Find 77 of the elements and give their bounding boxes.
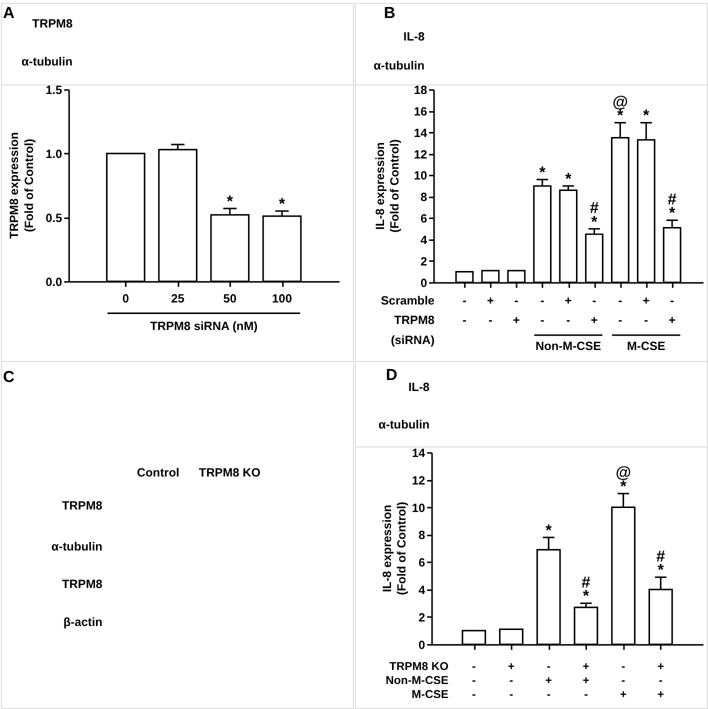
- text: TRPM8: [32, 16, 73, 30]
- y-tick-label: 0: [418, 638, 426, 652]
- text: Non-M-CSE: [536, 339, 602, 354]
- x-axis-title: TRPM8 KO Non-M-CSE M-CSE: [386, 661, 449, 702]
- x-tick-label: + - +: [657, 661, 664, 702]
- text: IL-8: [408, 380, 430, 394]
- y-tick-label: 10: [414, 168, 428, 183]
- y-tick-label: 16: [414, 104, 428, 118]
- text: α-tubulin: [374, 58, 425, 73]
- y-tick-label: 1.0: [46, 146, 63, 161]
- text: β-actin: [63, 614, 102, 629]
- x-axis-title: Scramble TRPM8 (siRNA): [380, 293, 435, 348]
- data-label: *: [546, 522, 553, 540]
- y-tick-label: 2: [418, 610, 426, 624]
- y-tick-label: 6: [420, 212, 428, 226]
- y-tick-label: 1.5: [46, 82, 63, 97]
- y-tick-label: 2: [420, 254, 428, 268]
- x-tick-label: - -: [462, 293, 466, 328]
- y-tick-label: 0: [420, 276, 428, 290]
- text: α-tubulin: [378, 418, 430, 432]
- text: B: [384, 4, 396, 22]
- text: D: [386, 366, 398, 384]
- x-tick-label: 50: [223, 291, 237, 306]
- text: A: [2, 4, 15, 22]
- data-label: @ *: [616, 464, 632, 496]
- y-tick-label: 4: [418, 583, 426, 598]
- text: α-tubulin: [51, 539, 102, 554]
- x-tick-label: - +: [668, 293, 676, 328]
- y-axis-title: IL-8 expression (Fold of Control): [380, 502, 409, 596]
- data-label: *: [643, 108, 650, 125]
- data-label: # *: [668, 191, 677, 222]
- x-tick-label: 25: [171, 291, 185, 306]
- y-tick-label: 4: [420, 233, 428, 248]
- y-tick-label: 0.5: [46, 210, 63, 225]
- text: IL-8: [403, 29, 425, 44]
- y-tick-label: 12: [412, 473, 426, 488]
- x-tick-label: - + -: [545, 661, 552, 702]
- category-label: Control: [136, 465, 180, 480]
- y-tick-label: 18: [414, 82, 428, 97]
- category-label: TRPM8 KO: [198, 465, 261, 480]
- x-axis-title: TRPM8 siRNA (nM): [150, 319, 258, 334]
- text: M-CSE: [626, 339, 666, 354]
- x-tick-label: - - +: [620, 661, 627, 702]
- x-tick-label: 100: [272, 291, 292, 306]
- data-label: @ *: [612, 94, 628, 125]
- x-tick-label: - -: [618, 293, 622, 328]
- y-tick-label: 8: [418, 528, 426, 542]
- y-axis-title: TRPM8 expression (Fold of Control): [6, 132, 36, 239]
- x-tick-label: 0: [122, 291, 130, 306]
- data-label: *: [226, 194, 234, 210]
- x-tick-label: - -: [540, 293, 544, 328]
- text: TRPM8: [62, 577, 103, 592]
- data-label: # *: [582, 574, 591, 606]
- text: α-tubulin: [22, 54, 73, 69]
- y-tick-label: 6: [418, 556, 426, 570]
- x-tick-label: + -: [486, 293, 494, 328]
- y-axis-title: IL-8 expression (Fold of Control): [372, 139, 402, 233]
- y-tick-label: 10: [412, 500, 426, 515]
- x-tick-label: - +: [590, 293, 598, 328]
- y-tick-label: 0.0: [46, 274, 63, 289]
- x-tick-label: - +: [512, 293, 520, 328]
- x-tick-label: + -: [564, 293, 572, 328]
- x-tick-label: - - -: [472, 661, 476, 702]
- data-label: *: [539, 164, 546, 182]
- data-label: # *: [590, 200, 599, 231]
- y-tick-label: 14: [412, 446, 426, 460]
- y-tick-label: 12: [414, 147, 428, 162]
- y-tick-label: 8: [420, 190, 428, 204]
- x-tick-label: + -: [642, 293, 650, 328]
- data-label: *: [565, 170, 572, 188]
- text: C: [2, 368, 15, 386]
- x-tick-label: + - -: [508, 661, 515, 702]
- data-label: # *: [656, 548, 666, 580]
- data-label: *: [278, 196, 286, 214]
- y-tick-label: 14: [414, 126, 428, 140]
- text: TRPM8: [62, 498, 103, 513]
- x-tick-label: + + -: [582, 661, 590, 702]
